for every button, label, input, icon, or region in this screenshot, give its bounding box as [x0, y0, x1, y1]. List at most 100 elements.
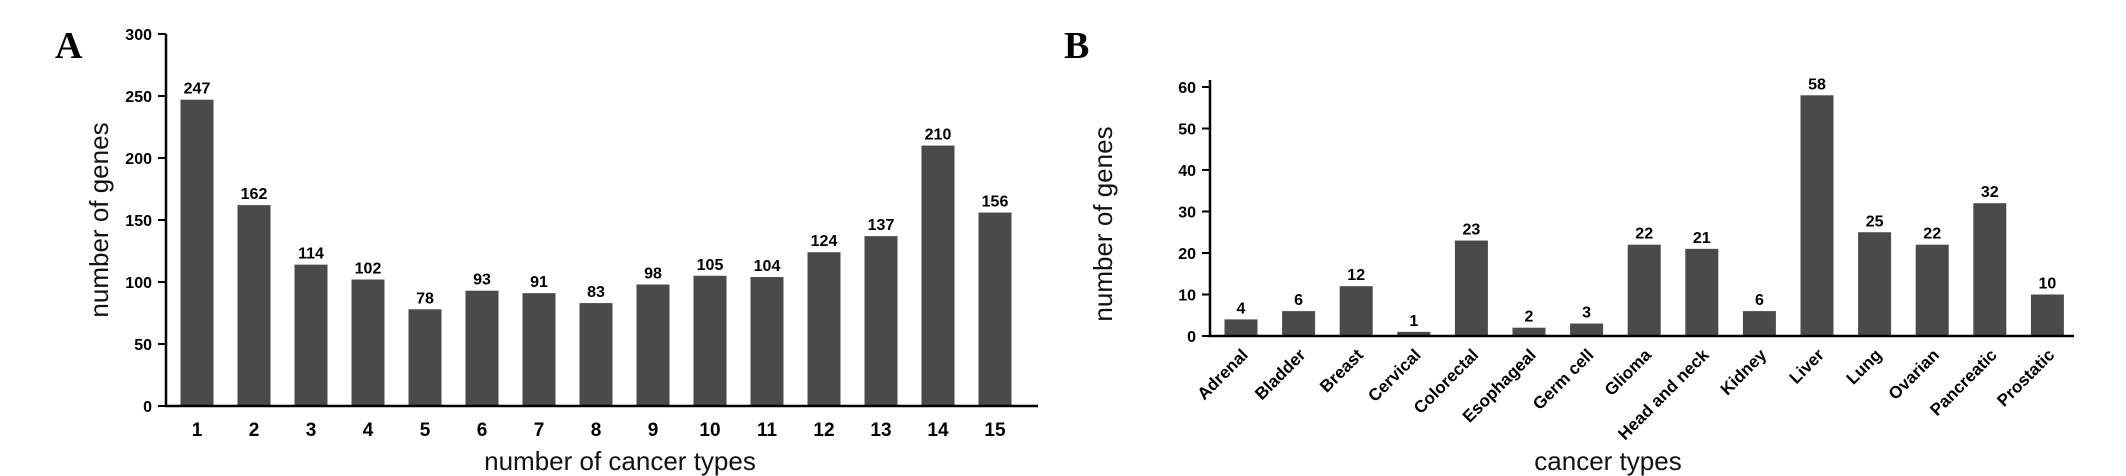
a-x-tick-label: 15 — [984, 420, 1006, 441]
panel-a-axes — [164, 34, 1038, 408]
a-bar — [693, 275, 727, 406]
b-value-label: 22 — [1923, 226, 1941, 243]
a-bar — [807, 252, 841, 406]
a-bar — [294, 264, 328, 406]
a-value-label: 247 — [184, 81, 211, 98]
b-value-label: 22 — [1635, 226, 1653, 243]
b-bar — [1224, 319, 1258, 336]
a-bar — [522, 293, 556, 406]
a-value-label: 137 — [868, 217, 895, 234]
a-value-label: 156 — [982, 194, 1009, 211]
a-x-tick-label: 5 — [420, 420, 431, 441]
b-value-label: 6 — [1755, 292, 1764, 309]
a-y-tick-label: 0 — [143, 399, 152, 416]
a-bar — [351, 279, 385, 406]
a-value-label: 114 — [298, 246, 324, 263]
b-value-label: 21 — [1693, 230, 1711, 247]
a-bar — [921, 145, 955, 406]
b-y-tick-label: 30 — [1178, 205, 1196, 222]
a-x-tick-label: 3 — [306, 420, 317, 441]
b-value-label: 3 — [1582, 305, 1591, 322]
b-value-label: 6 — [1294, 292, 1303, 309]
b-bar — [2030, 294, 2064, 336]
a-value-label: 91 — [530, 274, 548, 291]
b-value-label: 58 — [1808, 76, 1826, 93]
b-y-tick-label: 60 — [1178, 80, 1196, 97]
a-bar — [636, 284, 670, 406]
a-x-tick-label: 13 — [870, 420, 891, 441]
b-bar — [1742, 311, 1776, 336]
b-y-tick-label: 10 — [1178, 288, 1196, 305]
panel-b-x-ticks: Adrenal Bladder BreastCervicalColorectalEs… — [1194, 345, 2059, 444]
b-x-tick-label: Liver — [1786, 345, 1828, 387]
b-bar — [1915, 244, 1949, 336]
panel-a-y-axis-title: number of genes — [84, 122, 114, 317]
b-bar — [1339, 286, 1373, 336]
panel-b-x-axis-title: cancer types — [1534, 446, 1681, 476]
a-x-tick-label: 7 — [534, 420, 545, 441]
b-x-tick-label: Adrenal — [1194, 345, 1252, 403]
a-value-label: 102 — [355, 261, 382, 278]
a-bar — [465, 290, 499, 406]
a-x-tick-label: 11 — [757, 420, 778, 441]
a-value-label: 83 — [587, 284, 605, 301]
a-x-tick-label: 10 — [699, 420, 720, 441]
b-x-tick-label: Cervical — [1364, 345, 1424, 405]
b-x-tick-label: Lung — [1843, 345, 1886, 388]
b-x-tick-label: Germ cell — [1529, 345, 1597, 413]
b-x-tick-label: Glioma — [1601, 345, 1656, 400]
panel-a-x-ticks: 1 2 3 4 5 6 7 8 9 10 11 12 13 14 15 — [192, 420, 1006, 441]
a-value-label: 93 — [473, 272, 491, 289]
a-value-label: 98 — [644, 265, 662, 282]
b-y-tick-label: 50 — [1178, 122, 1196, 139]
b-value-label: 12 — [1347, 267, 1365, 284]
a-y-tick-label: 300 — [125, 27, 152, 44]
a-bar — [180, 99, 214, 406]
b-bar — [1858, 232, 1892, 336]
b-bar — [1397, 331, 1431, 336]
a-x-tick-label: 12 — [813, 420, 834, 441]
b-value-label: 4 — [1237, 300, 1246, 317]
b-bar — [1512, 327, 1546, 336]
a-value-label: 104 — [754, 258, 781, 275]
a-y-tick-label: 150 — [125, 213, 152, 230]
a-y-tick-label: 100 — [125, 275, 152, 292]
a-x-tick-label: 1 — [192, 420, 203, 441]
a-y-tick-label: 250 — [125, 89, 152, 106]
b-bar — [1454, 240, 1488, 336]
b-bar — [1973, 203, 2007, 336]
b-value-label: 25 — [1866, 213, 1884, 230]
b-y-tick-label: 0 — [1187, 329, 1196, 346]
a-bar — [408, 309, 442, 406]
panel-a-y-ticks: 0 50 100 150 200 250 300 — [125, 27, 166, 416]
a-x-tick-label: 14 — [927, 420, 949, 441]
a-x-tick-label: 6 — [477, 420, 488, 441]
a-bar — [579, 303, 613, 406]
b-x-tick-label: Ovarian — [1885, 345, 1943, 403]
a-value-label: 78 — [416, 290, 434, 307]
b-value-label: 23 — [1463, 222, 1481, 239]
b-bar — [1627, 244, 1661, 336]
b-bar — [1282, 311, 1316, 336]
a-value-label: 124 — [811, 233, 838, 250]
panel-b-axes — [1208, 80, 2074, 338]
panel-a-bars: 247 162 114 102 78 93 91 83 98 105 104 124 137 210 156 — [180, 81, 1012, 406]
panel-b-y-axis-title: number of genes — [1088, 126, 1118, 321]
a-y-tick-label: 200 — [125, 151, 152, 168]
b-x-tick-label: Kidney — [1717, 345, 1771, 399]
a-bar — [750, 277, 784, 406]
a-y-tick-label: 50 — [134, 337, 152, 354]
a-value-label: 210 — [925, 127, 952, 144]
b-bar — [1685, 248, 1719, 336]
a-x-tick-label: 8 — [591, 420, 602, 441]
a-value-label: 105 — [697, 257, 724, 274]
b-y-tick-label: 20 — [1178, 246, 1196, 263]
a-value-label: 162 — [241, 186, 268, 203]
a-bar — [978, 212, 1012, 406]
a-x-tick-label: 9 — [648, 420, 659, 441]
b-value-label: 1 — [1409, 313, 1418, 330]
a-x-tick-label: 2 — [249, 420, 260, 441]
